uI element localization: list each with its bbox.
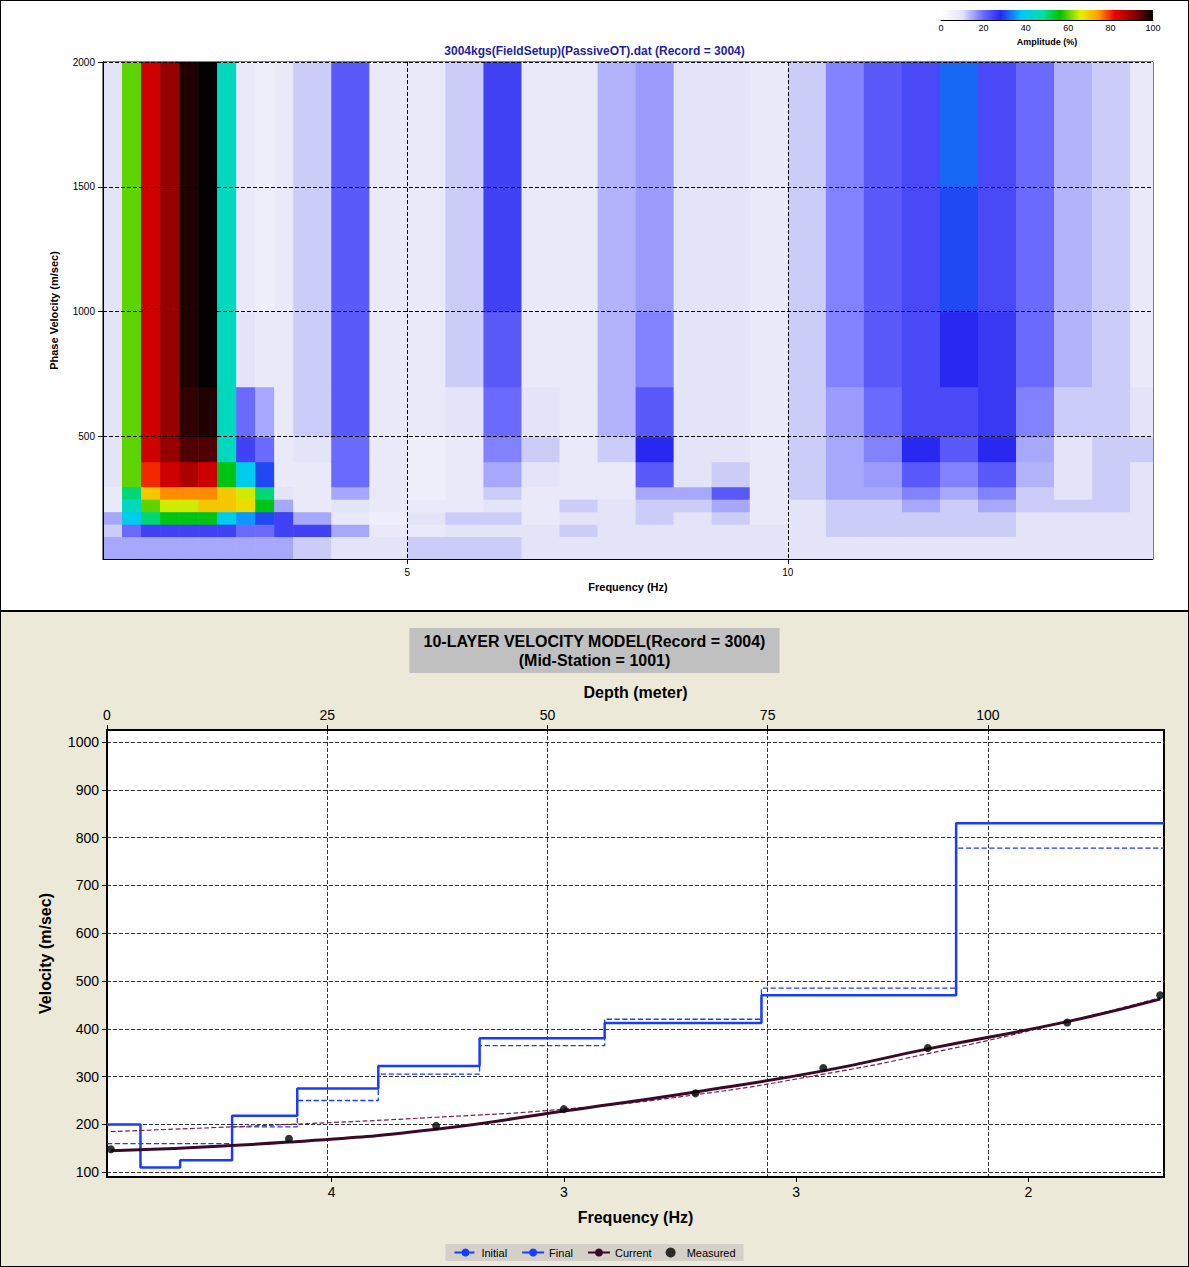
svg-text:3: 3: [560, 1184, 568, 1200]
svg-text:Phase Velocity (m/sec): Phase Velocity (m/sec): [48, 251, 60, 370]
svg-text:1000: 1000: [73, 306, 96, 317]
svg-text:5: 5: [405, 567, 411, 578]
svg-text:0: 0: [938, 23, 943, 33]
svg-text:Frequency (Hz): Frequency (Hz): [588, 581, 668, 593]
svg-text:Initial: Initial: [481, 1247, 507, 1259]
svg-text:3: 3: [792, 1184, 800, 1200]
svg-text:2: 2: [1025, 1184, 1033, 1200]
svg-text:0: 0: [103, 707, 111, 723]
svg-text:(Mid-Station = 1001): (Mid-Station = 1001): [519, 652, 671, 669]
svg-text:3004kgs(FieldSetup)(PassiveOT): 3004kgs(FieldSetup)(PassiveOT).dat (Reco…: [444, 44, 744, 58]
svg-text:25: 25: [319, 707, 335, 723]
svg-text:10: 10: [782, 567, 794, 578]
svg-text:40: 40: [1021, 23, 1031, 33]
svg-text:100: 100: [76, 1164, 100, 1180]
svg-text:Velocity (m/sec): Velocity (m/sec): [37, 893, 54, 1014]
svg-text:Depth (meter): Depth (meter): [583, 684, 687, 701]
svg-text:1000: 1000: [68, 734, 99, 750]
svg-text:10-LAYER VELOCITY MODEL(Record: 10-LAYER VELOCITY MODEL(Record = 3004): [424, 633, 766, 650]
svg-text:Frequency (Hz): Frequency (Hz): [578, 1209, 694, 1226]
svg-text:300: 300: [76, 1069, 100, 1085]
svg-text:Current: Current: [615, 1247, 652, 1259]
svg-text:50: 50: [540, 707, 556, 723]
svg-text:100: 100: [976, 707, 1000, 723]
svg-text:75: 75: [760, 707, 776, 723]
svg-text:500: 500: [78, 431, 95, 442]
svg-text:2000: 2000: [73, 57, 96, 68]
svg-text:600: 600: [76, 925, 100, 941]
svg-text:60: 60: [1063, 23, 1073, 33]
svg-text:700: 700: [76, 877, 100, 893]
svg-text:20: 20: [978, 23, 988, 33]
svg-text:Measured: Measured: [687, 1247, 736, 1259]
svg-text:200: 200: [76, 1116, 100, 1132]
svg-text:900: 900: [76, 782, 100, 798]
svg-text:80: 80: [1106, 23, 1116, 33]
svg-text:1500: 1500: [73, 181, 96, 192]
svg-text:400: 400: [76, 1021, 100, 1037]
svg-text:100: 100: [1145, 23, 1160, 33]
svg-text:Final: Final: [549, 1247, 573, 1259]
svg-text:500: 500: [76, 973, 100, 989]
svg-text:4: 4: [328, 1184, 336, 1200]
svg-text:800: 800: [76, 830, 100, 846]
svg-text:Amplitude (%): Amplitude (%): [1017, 37, 1078, 47]
